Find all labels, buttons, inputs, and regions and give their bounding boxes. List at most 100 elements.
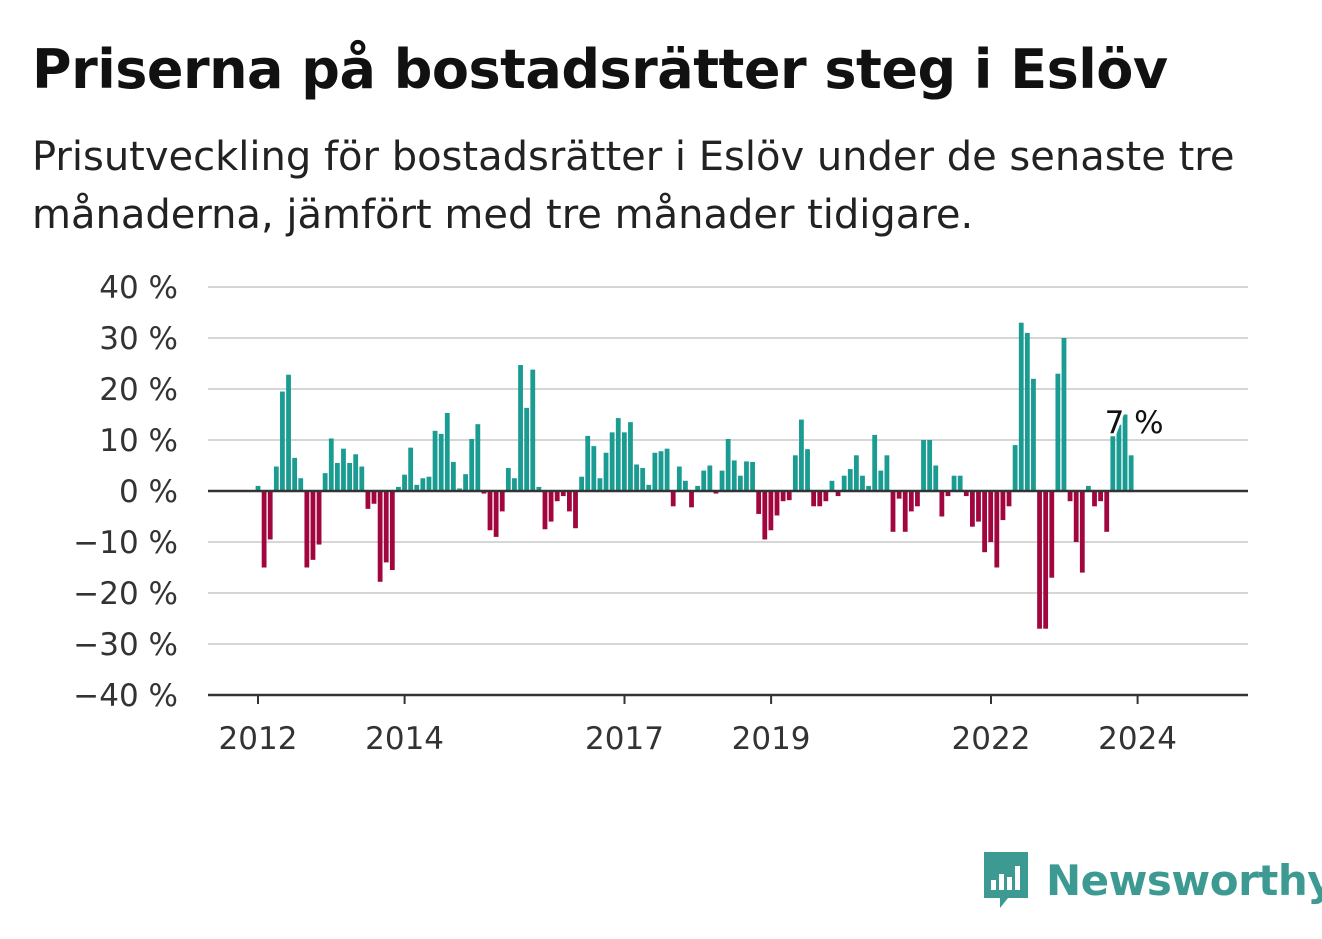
bar [542,491,548,530]
bar [383,491,389,563]
bar [310,491,316,560]
x-tick-label: 2014 [365,721,444,757]
bar [512,478,517,491]
bar [695,485,701,491]
bar [322,473,328,491]
bar [841,475,847,491]
bar [737,475,743,491]
bar [915,491,920,507]
bar [683,480,688,491]
bar [994,491,1000,568]
bar [707,465,713,491]
bar [444,412,450,491]
bar [670,491,676,507]
y-tick-label: 20 % [99,372,178,408]
bar [1079,491,1085,573]
bar [286,374,291,491]
bar [756,491,762,514]
bar [1049,491,1055,578]
bar [536,486,542,491]
bar [1037,491,1042,629]
bar [792,455,798,491]
bar [402,474,407,491]
bar [347,462,352,491]
bar [713,491,719,494]
bar [334,462,340,491]
bar [1086,485,1091,491]
bar [1128,455,1134,491]
bar [634,464,639,491]
bar [866,485,871,491]
bar [609,432,615,491]
bar [377,491,383,582]
bar [1092,491,1097,507]
bar [921,440,926,491]
bar [805,449,810,491]
bar [896,491,902,499]
bar [493,491,499,537]
bar [1006,491,1012,507]
bar [365,491,371,509]
bar [469,438,475,491]
bar [1116,424,1122,491]
newsworthy-logo-icon [984,852,1028,908]
bar [487,491,493,531]
x-tick-label: 2019 [732,721,811,757]
bar [811,491,817,507]
bar [933,465,939,491]
bar [560,491,566,497]
latest-value-annotation: 7 % [1105,405,1164,441]
bar [603,452,609,491]
bar [1018,322,1024,491]
bar [567,491,572,512]
x-tick-label: 2012 [219,721,298,757]
bar [255,485,261,491]
chart-subtitle: Prisutveckling för bostadsrätter i Eslöv… [32,134,1235,238]
bar [341,448,346,491]
x-tick-label: 2024 [1098,721,1177,757]
bar [591,446,597,491]
bar [963,491,969,497]
bar [908,491,914,512]
bar [396,486,401,491]
bar [744,461,749,491]
bar [280,391,285,491]
bar [292,457,298,491]
bar [1122,414,1128,491]
y-tick-label: −40 % [73,678,178,714]
bar [1061,338,1067,491]
bar [499,491,505,512]
bar [860,475,865,491]
bar [518,365,523,491]
bar [1024,332,1030,491]
bar [1067,491,1073,502]
bar [554,491,560,502]
bar [353,454,359,491]
bar [701,470,707,491]
bar [652,452,658,491]
bar [450,461,456,491]
bar [438,433,444,491]
bar [1031,378,1036,491]
bar [457,488,462,491]
bar [426,476,432,491]
bar [774,491,780,516]
chart-title: Priserna på bostadsrätter steg i Eslöv [32,38,1168,101]
y-tick-label: −30 % [73,627,178,663]
y-tick-label: −10 % [73,525,178,561]
bar [658,451,664,491]
bar [890,491,896,532]
bar [1043,491,1049,629]
bar [719,470,725,491]
bar [615,418,621,491]
bar-chart: 40 % 30 % 20 % 10 % 0 % −10 % −20 % −30 % −40 % 2… [73,270,1248,757]
bar [298,478,304,491]
bar [957,475,963,491]
bar [524,407,530,491]
bar [969,491,975,527]
brand-name: Newsworthy [1046,855,1322,905]
bar [628,422,633,491]
bar [927,440,933,491]
bar [1104,491,1110,532]
bar [847,469,853,491]
